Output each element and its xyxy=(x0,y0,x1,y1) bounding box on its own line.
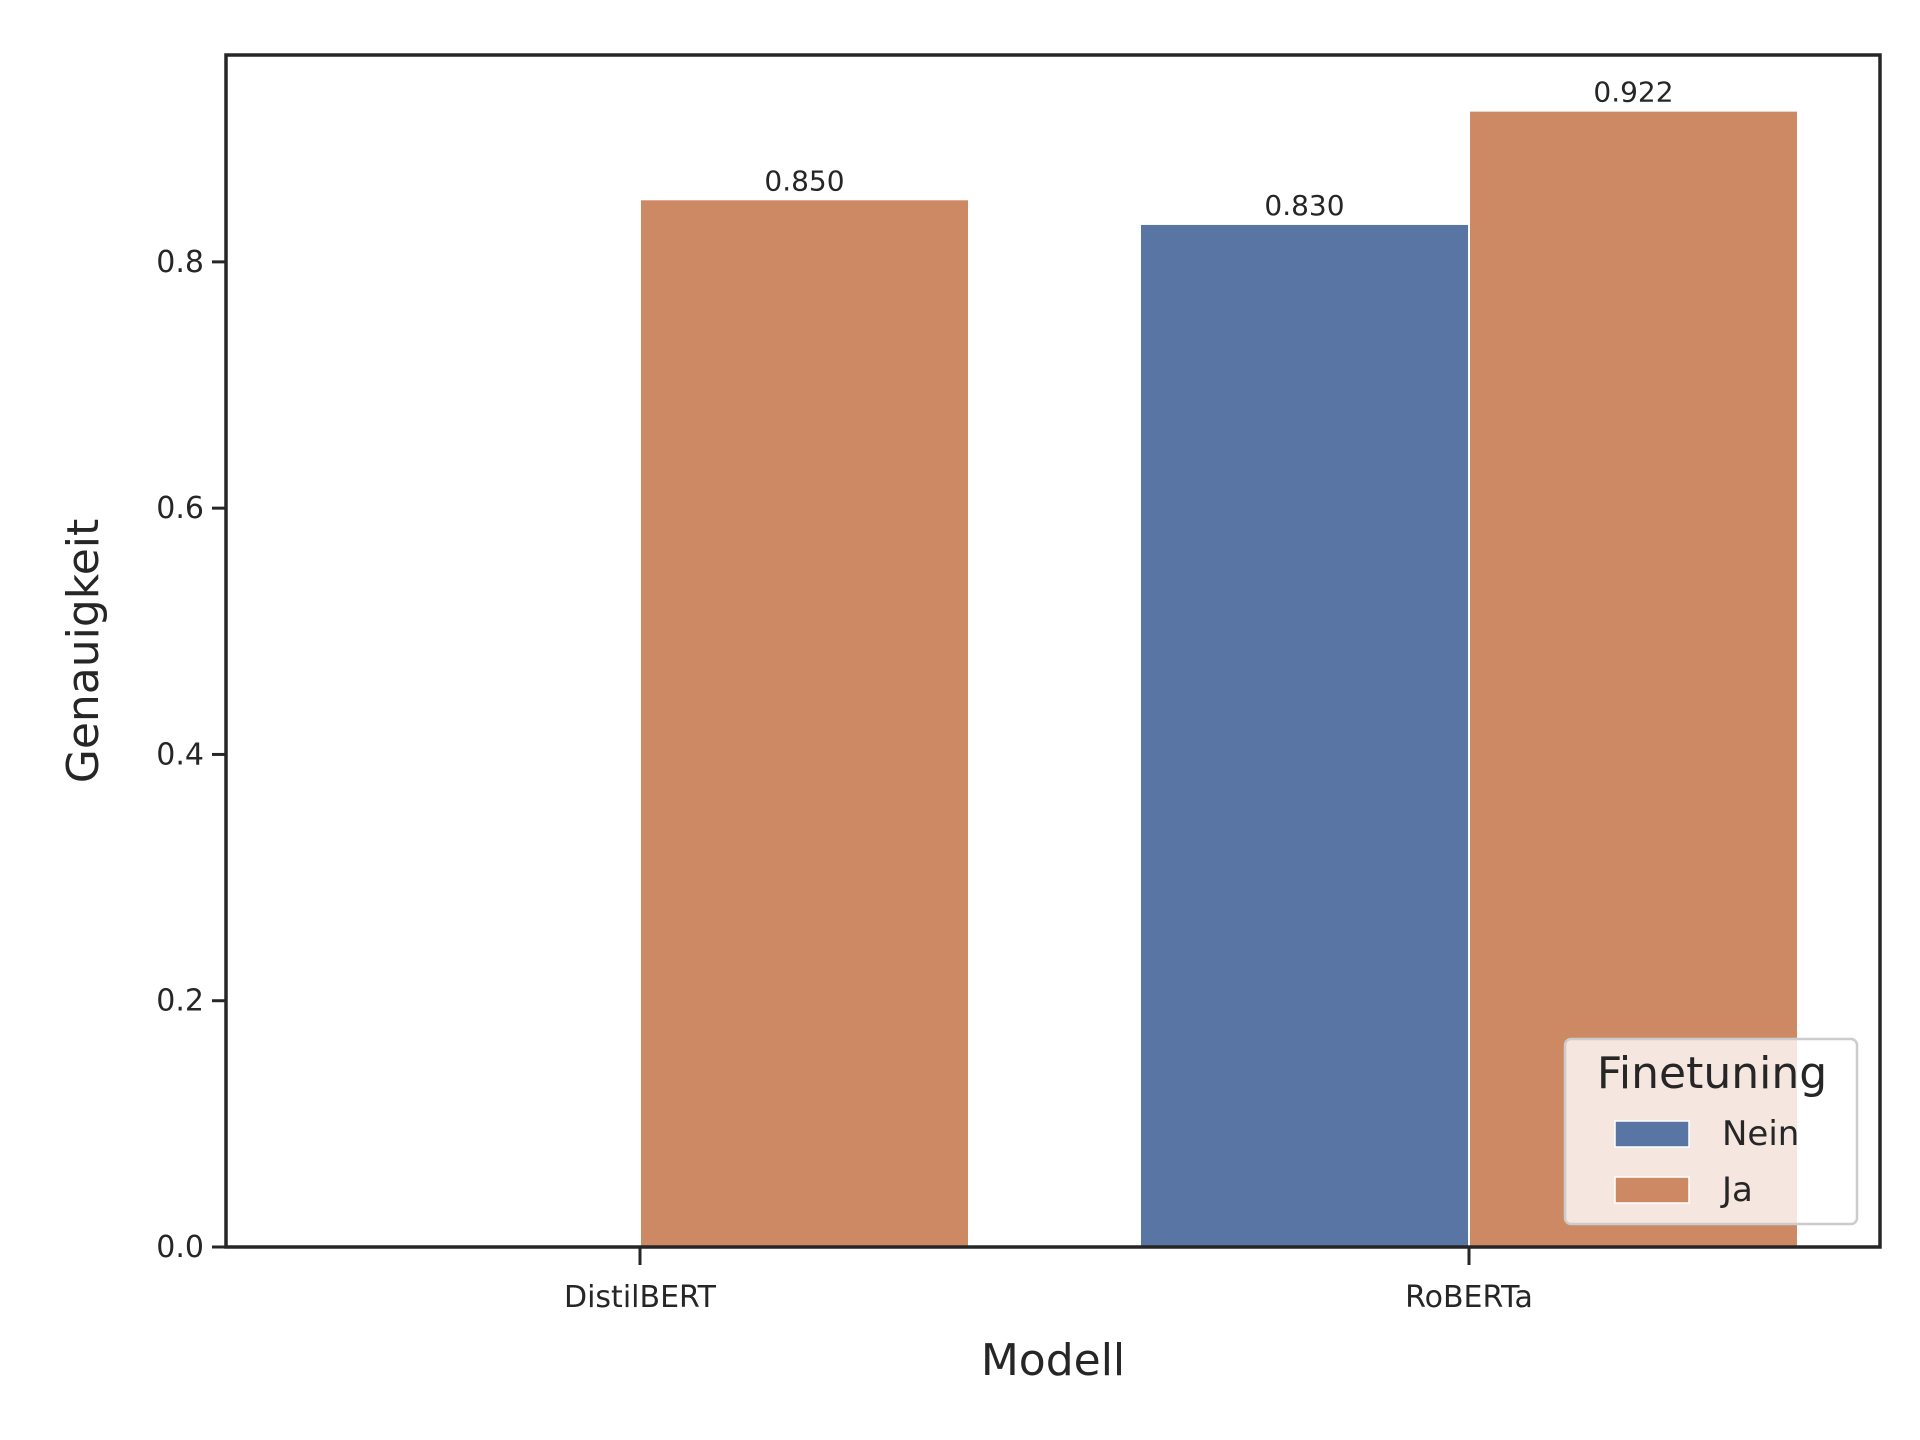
bar-ja-distilbert xyxy=(641,200,968,1247)
x-tick-label: RoBERTa xyxy=(1405,1280,1533,1315)
data-label: 0.922 xyxy=(1593,76,1673,109)
y-tick-label: 0.4 xyxy=(156,737,204,772)
legend: Finetuning Nein Ja xyxy=(1563,1037,1859,1226)
x-axis: DistilBERT RoBERTa xyxy=(564,1247,1533,1315)
y-axis-title: Genauigkeit xyxy=(58,519,109,784)
y-axis: 0.0 0.2 0.4 0.6 0.8 xyxy=(156,245,226,1265)
legend-title: Finetuning xyxy=(1597,1048,1827,1099)
y-tick-label: 0.0 xyxy=(156,1230,204,1265)
x-axis-title: Modell xyxy=(981,1335,1125,1386)
x-tick-label: DistilBERT xyxy=(564,1280,717,1315)
y-tick-label: 0.2 xyxy=(156,984,204,1019)
bar-nein-roberta xyxy=(1141,224,1468,1247)
data-labels-layer: 0.830 0.850 0.922 xyxy=(764,76,1673,222)
legend-label-nein: Nein xyxy=(1722,1114,1799,1154)
legend-swatch-nein xyxy=(1614,1120,1690,1148)
y-tick-label: 0.8 xyxy=(156,245,204,280)
data-label: 0.830 xyxy=(1264,189,1344,222)
plot-frame xyxy=(224,53,1882,1249)
legend-swatch-ja xyxy=(1614,1176,1690,1204)
y-tick-label: 0.6 xyxy=(156,491,204,526)
data-label: 0.850 xyxy=(764,164,844,197)
legend-label-ja: Ja xyxy=(1720,1170,1753,1210)
